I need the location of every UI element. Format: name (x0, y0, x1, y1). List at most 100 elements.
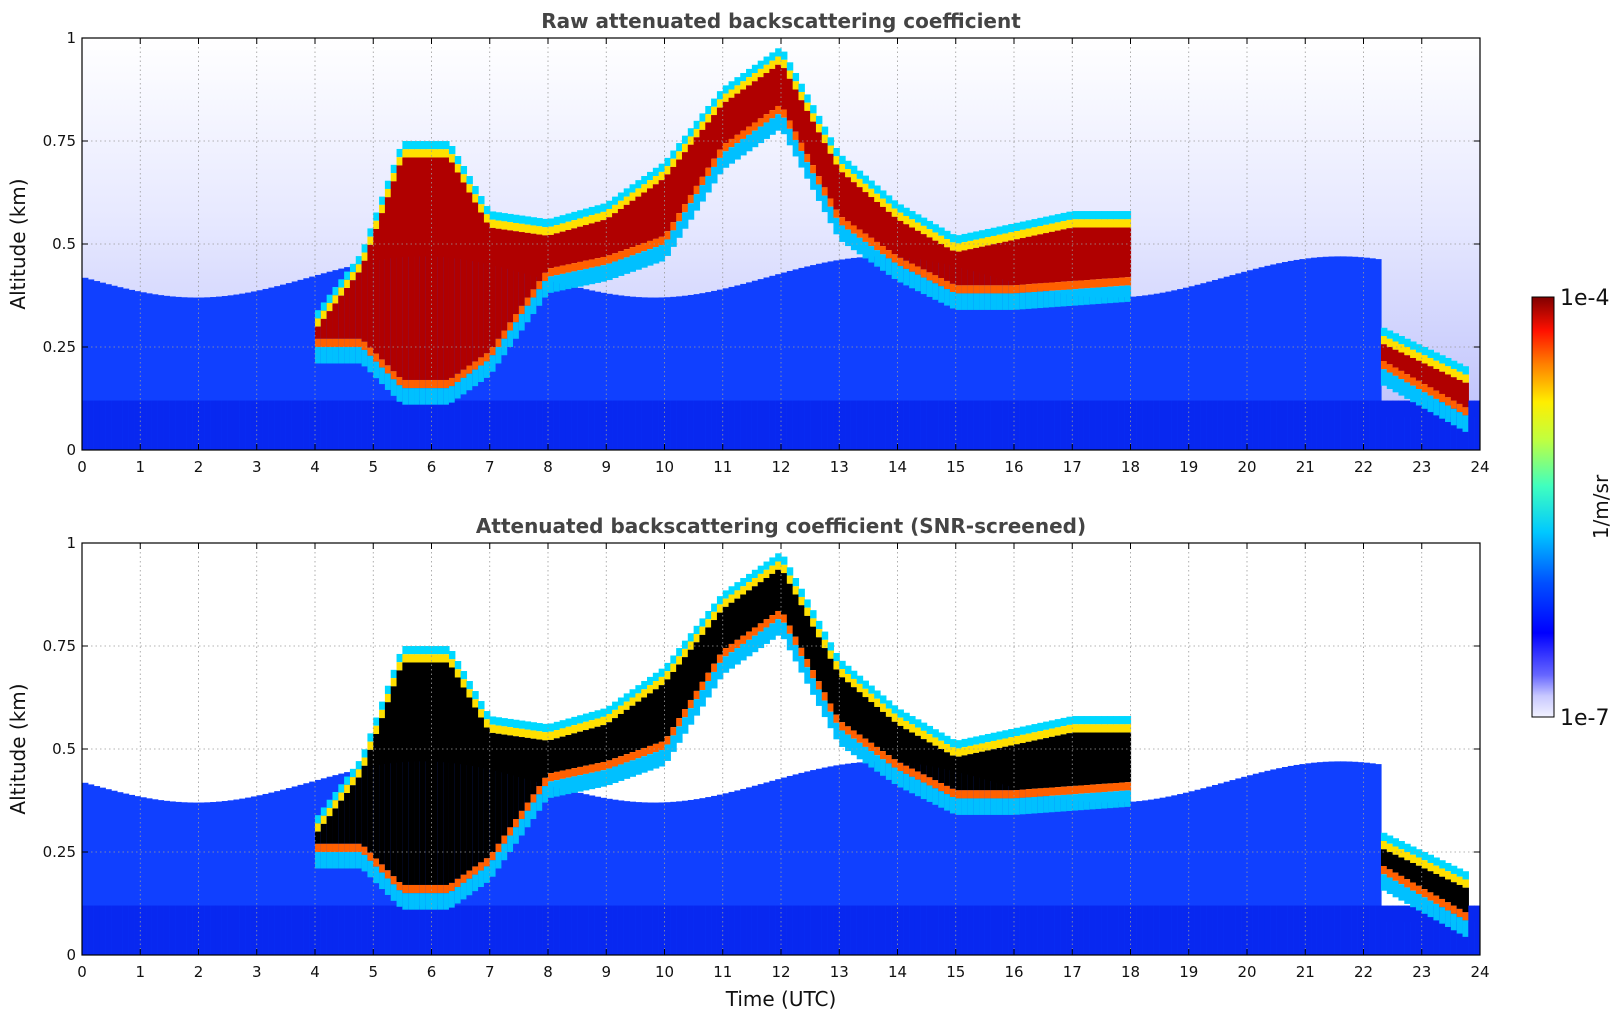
cloud-layer-cell (507, 727, 514, 736)
cloud-layer-cell (443, 388, 450, 405)
cloud-layer-cell (1043, 224, 1050, 234)
cloud-layer-cell (1421, 860, 1429, 869)
y-tick-label: 0 (66, 441, 76, 459)
cloud-layer-cell (437, 646, 444, 655)
cloud-layer-cell (903, 712, 910, 721)
cloud-layer-cell (792, 89, 800, 132)
cloud-layer-cell (914, 274, 922, 292)
cloud-layer-cell (944, 785, 951, 795)
cloud-layer-cell (367, 749, 374, 853)
cloud-layer-cell (332, 295, 339, 304)
cloud-layer-cell (495, 733, 502, 844)
cloud-layer-cell (728, 643, 735, 653)
cloud-layer-cell (1095, 219, 1102, 228)
cloud-layer-cell (320, 310, 328, 319)
near-surface-column (1392, 905, 1400, 955)
cloud-layer-cell (1392, 872, 1400, 881)
cloud-layer-cell (909, 732, 916, 769)
near-surface-column (1037, 905, 1044, 955)
near-surface-column (431, 400, 438, 450)
cloud-layer-cell (349, 338, 357, 347)
boundary-layer-column (821, 262, 829, 450)
cloud-layer-cell (501, 718, 508, 727)
cloud-layer-cell (746, 77, 753, 86)
boundary-layer-column (210, 297, 217, 450)
near-surface-column (1194, 400, 1201, 450)
cloud-layer-cell (588, 206, 596, 216)
cloud-layer-cell (641, 697, 648, 748)
near-surface-column (1223, 400, 1231, 450)
cloud-layer-cell (716, 107, 724, 150)
boundary-layer-column (1293, 764, 1301, 955)
boundary-layer-column (122, 793, 130, 955)
near-surface-column (1200, 905, 1207, 955)
cloud-layer-cell (973, 736, 980, 745)
near-surface-column (1357, 400, 1365, 450)
cloud-layer-cell (425, 662, 433, 885)
cloud-layer-cell (1025, 284, 1033, 293)
boundary-layer-column (949, 770, 957, 955)
cloud-layer-cell (1462, 920, 1469, 937)
cloud-layer-cell (542, 235, 549, 273)
cloud-layer-cell (431, 893, 438, 910)
near-surface-column (87, 400, 95, 450)
near-surface-column (274, 400, 281, 450)
boundary-layer-column (1147, 799, 1155, 955)
cloud-layer-cell (425, 141, 433, 150)
cloud-layer-cell (716, 149, 724, 158)
near-surface-column (1014, 400, 1021, 450)
boundary-layer-column (1072, 295, 1079, 450)
near-surface-column (1415, 400, 1423, 450)
cloud-layer-cell (984, 742, 992, 751)
cloud-layer-cell (1415, 360, 1423, 381)
near-surface-column (1357, 905, 1365, 955)
cloud-layer-cell (944, 247, 951, 281)
cloud-layer-cell (635, 685, 642, 694)
cloud-layer-cell (734, 134, 741, 144)
near-surface-column (332, 905, 339, 955)
boundary-layer-column (1311, 257, 1318, 450)
near-surface-column (1247, 905, 1254, 955)
cloud-layer-cell (984, 750, 992, 791)
cloud-layer-cell (326, 816, 334, 844)
cloud-layer-cell (1072, 724, 1079, 733)
cloud-layer-cell (1078, 724, 1085, 733)
x-tick-label: 13 (830, 458, 849, 476)
cloud-layer-cell (518, 232, 526, 306)
cloud-layer-cell (617, 192, 625, 201)
cloud-layer-cell (1019, 734, 1027, 744)
boundary-layer-column (786, 270, 794, 450)
cloud-layer-cell (687, 128, 695, 137)
cloud-layer-cell (507, 718, 514, 728)
cloud-layer-cell (1415, 352, 1423, 361)
cloud-layer-cell (349, 843, 357, 852)
cloud-layer-cell (629, 752, 636, 761)
cloud-layer-cell (827, 137, 835, 146)
cloud-layer-cell (571, 733, 578, 769)
boundary-layer-column (652, 802, 660, 955)
cloud-layer-cell (635, 245, 642, 254)
cloud-layer-cell (349, 263, 357, 273)
boundary-layer-column (157, 295, 165, 450)
boundary-layer-column (87, 784, 95, 955)
x-tick-label: 19 (1179, 963, 1198, 981)
cloud-layer-cell (728, 594, 735, 603)
boundary-layer-column (553, 281, 561, 450)
boundary-layer-column (850, 762, 858, 955)
cloud-layer-cell (1392, 846, 1400, 855)
boundary-layer-column (204, 297, 211, 450)
cloud-layer-cell (408, 646, 415, 655)
cloud-layer-cell (361, 757, 369, 766)
boundary-layer-column (262, 793, 269, 955)
cloud-layer-cell (472, 707, 479, 867)
cloud-layer-cell (320, 843, 328, 852)
near-surface-column (1369, 400, 1376, 450)
cloud-layer-cell (967, 285, 974, 294)
near-surface-column (227, 400, 235, 450)
near-surface-column (874, 400, 881, 450)
cloud-layer-cell (984, 228, 992, 238)
cloud-layer-cell (757, 68, 765, 78)
near-surface-column (215, 400, 223, 450)
cloud-layer-cell (1421, 355, 1429, 364)
near-surface-column (93, 905, 101, 955)
